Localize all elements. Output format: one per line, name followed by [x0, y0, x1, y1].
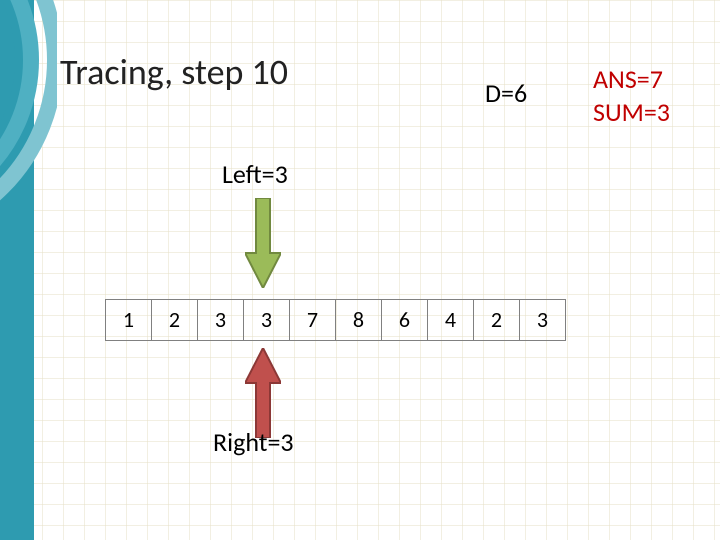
cell-5: 8 — [335, 299, 382, 341]
slide-title: Tracing, step 10 — [60, 50, 288, 94]
ans-sum-block: ANS=7 SUM=3 — [593, 63, 670, 128]
ans-label: ANS=7 — [593, 63, 670, 96]
left-decoration — [0, 0, 57, 540]
sum-label: SUM=3 — [593, 96, 670, 129]
cell-2: 3 — [197, 299, 244, 341]
array-cells: 1 2 3 3 7 8 6 4 2 3 — [105, 299, 566, 341]
right-pointer-label: Right=3 — [213, 426, 294, 458]
cell-1: 2 — [151, 299, 198, 341]
left-pointer-label: Left=3 — [222, 158, 288, 190]
cell-9: 3 — [519, 299, 566, 341]
left-arrow-down-icon — [245, 198, 281, 288]
cell-4: 7 — [289, 299, 336, 341]
cell-3: 3 — [243, 299, 290, 341]
cell-7: 4 — [427, 299, 474, 341]
cell-8: 2 — [473, 299, 520, 341]
cell-0: 1 — [105, 299, 152, 341]
right-arrow-up-icon — [245, 348, 281, 438]
cell-6: 6 — [381, 299, 428, 341]
d-value-label: D=6 — [485, 77, 527, 109]
